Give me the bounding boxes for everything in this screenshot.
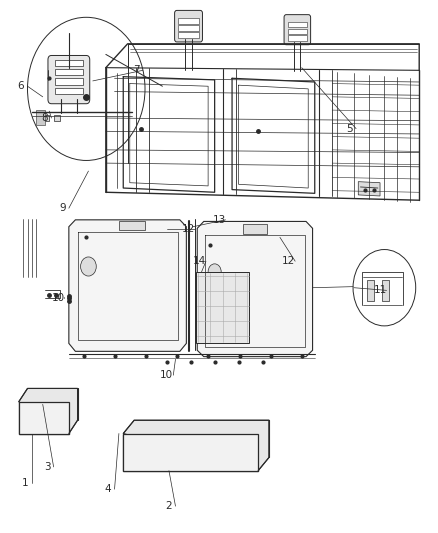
Polygon shape: [19, 402, 69, 433]
Text: 4: 4: [105, 484, 111, 494]
Bar: [55, 69, 83, 76]
Polygon shape: [123, 433, 258, 471]
Text: 2: 2: [166, 501, 172, 511]
Polygon shape: [358, 182, 380, 196]
Text: 12: 12: [182, 224, 195, 235]
Bar: [288, 35, 307, 41]
Text: 14: 14: [193, 256, 206, 266]
Text: 10: 10: [160, 370, 173, 380]
Bar: [382, 280, 389, 301]
Circle shape: [81, 257, 96, 276]
Text: 8: 8: [42, 113, 48, 123]
Text: 3: 3: [44, 462, 50, 472]
Polygon shape: [36, 110, 45, 125]
Text: 10: 10: [51, 293, 64, 303]
Text: 5: 5: [346, 124, 353, 134]
Polygon shape: [69, 220, 186, 351]
Text: 1: 1: [22, 478, 28, 488]
FancyBboxPatch shape: [48, 55, 90, 104]
Polygon shape: [123, 420, 269, 471]
Bar: [55, 88, 83, 94]
Polygon shape: [196, 272, 250, 343]
Text: 11: 11: [374, 285, 387, 295]
Bar: [178, 32, 199, 38]
FancyBboxPatch shape: [175, 11, 202, 42]
Text: 12: 12: [282, 256, 295, 266]
Bar: [55, 60, 83, 66]
Bar: [119, 221, 145, 230]
Polygon shape: [197, 221, 313, 357]
Polygon shape: [123, 433, 258, 471]
Text: 9: 9: [59, 203, 66, 213]
Bar: [288, 22, 307, 27]
Polygon shape: [19, 389, 78, 433]
FancyBboxPatch shape: [284, 14, 311, 45]
Bar: [367, 280, 374, 301]
Circle shape: [208, 264, 221, 280]
Text: 6: 6: [18, 81, 24, 91]
Bar: [243, 224, 267, 233]
Text: 13: 13: [212, 215, 226, 225]
Bar: [41, 115, 49, 120]
Bar: [55, 78, 83, 85]
Text: 7: 7: [133, 66, 140, 75]
Bar: [53, 115, 60, 120]
Polygon shape: [19, 402, 69, 433]
Bar: [178, 25, 199, 31]
Bar: [178, 18, 199, 23]
Bar: [288, 29, 307, 34]
